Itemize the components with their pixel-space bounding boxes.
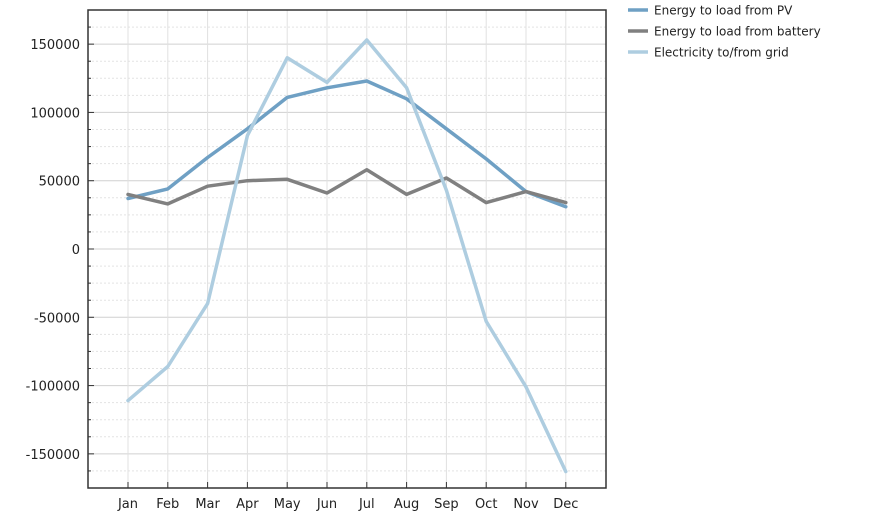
y-tick-label: 0 — [72, 243, 80, 258]
x-tick-label: May — [274, 497, 301, 512]
legend-label-2: Energy to load from battery — [654, 25, 821, 39]
y-tick-label: -50000 — [34, 311, 80, 326]
x-tick-label: Nov — [513, 497, 539, 512]
x-tick-label: Apr — [236, 497, 259, 512]
y-tick-label: 150000 — [30, 38, 80, 53]
y-tick-label: 50000 — [39, 175, 80, 190]
x-axis-tick-labels: Jan Feb Mar Apr May Jun Jul Aug Sep Oct Nov Dec — [117, 497, 578, 512]
x-tick-label: Mar — [195, 497, 220, 512]
x-tick-label: Feb — [156, 497, 179, 512]
x-tick-label: Aug — [394, 497, 419, 512]
legend-label-3: Electricity to/from grid — [654, 46, 789, 60]
y-tick-label: -100000 — [26, 380, 80, 395]
y-axis-tick-labels: 150000 100000 50000 0 -50000 -100000 -150000 — [26, 38, 80, 463]
x-tick-label: Jun — [316, 497, 337, 512]
x-tick-label: Jul — [358, 497, 375, 512]
legend-label-1: Energy to load from PV — [654, 4, 793, 18]
x-tick-label: Oct — [475, 497, 497, 512]
x-tick-label: Jan — [117, 497, 138, 512]
y-tick-label: -150000 — [26, 448, 80, 463]
x-tick-label: Dec — [553, 497, 578, 512]
y-tick-label: 100000 — [30, 106, 80, 121]
x-tick-label: Sep — [434, 497, 459, 512]
legend: Energy to load from PV Energy to load fro… — [628, 4, 821, 60]
